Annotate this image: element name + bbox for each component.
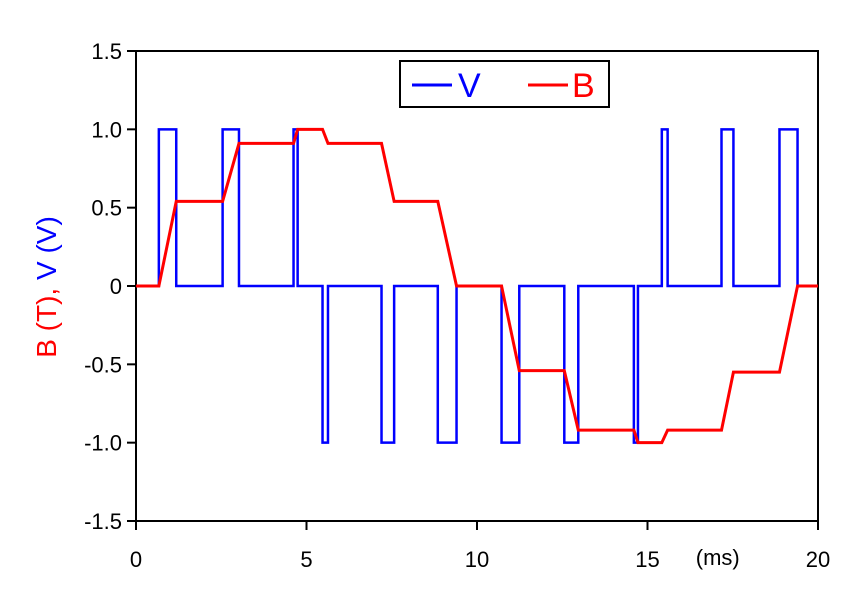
x-tick-label: 15 [635, 547, 659, 572]
series-layer [136, 127, 818, 445]
y-tick-label: 0 [110, 274, 122, 299]
y-tick-label: -0.5 [84, 352, 122, 377]
y-tick-label: -1.0 [84, 431, 122, 456]
y-axis-label: B (T), V (V) [31, 216, 62, 358]
y-axis-label-part: V (V) [31, 216, 62, 280]
x-axis: 0 5 10 15 20 [130, 521, 830, 572]
x-tick-label: 5 [300, 547, 312, 572]
x-tick-label: 0 [130, 547, 142, 572]
y-tick-label: 1.0 [91, 117, 122, 142]
legend-label-b: B [572, 67, 595, 105]
y-tick-label: 1.5 [91, 39, 122, 64]
series-line-b [136, 127, 818, 445]
legend-label-v: V [458, 67, 481, 105]
y-axis: 1.5 1.0 0.5 0 -0.5 -1.0 -1.5 [84, 39, 136, 534]
x-axis-unit-label: (ms) [696, 545, 740, 570]
y-tick-label: 0.5 [91, 196, 122, 221]
y-tick-label: -1.5 [84, 509, 122, 534]
y-axis-label-part: B (T) [31, 296, 62, 358]
y-axis-label-part: , [31, 280, 62, 296]
x-tick-label: 10 [465, 547, 489, 572]
x-tick-label: 20 [806, 547, 830, 572]
